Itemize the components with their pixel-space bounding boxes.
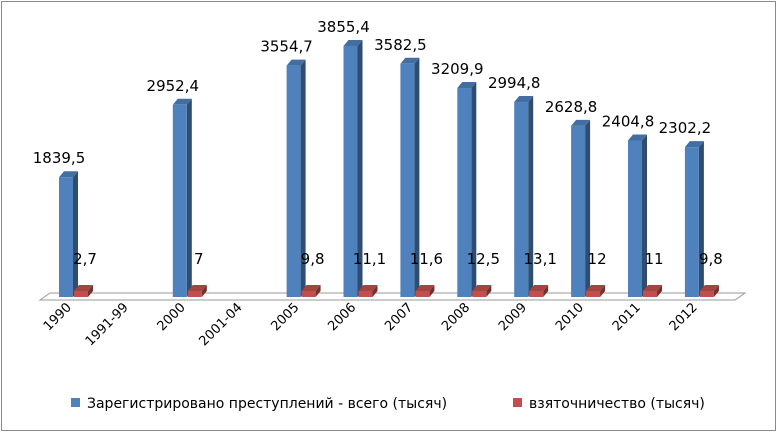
bar-bribery-2007 [415,285,435,297]
data-label-total-2008: 3209,9 [431,60,484,78]
data-label-bribery-2000: 7 [194,250,204,268]
data-label-bribery-1990: 2,7 [73,250,97,268]
bar-total-2005 [286,59,306,297]
data-label-bribery-2012: 9,8 [699,250,723,268]
bar-bribery-2009 [529,285,549,297]
data-label-bribery-2008: 12,5 [467,250,500,268]
tick-label-2000: 2000 [155,300,189,334]
data-label-bribery-2006: 11,1 [353,250,386,268]
data-label-total-2000: 2952,4 [147,77,200,95]
bar-bribery-2006 [358,285,378,297]
bar-bribery-1990 [74,285,93,297]
data-label-bribery-2010: 12 [588,250,607,268]
tick-label-2011: 2011 [610,300,644,334]
data-label-total-1990: 1839,5 [33,149,86,167]
tick-label-2012: 2012 [667,300,701,334]
legend-label-total-crimes: Зарегистрировано преступлений - всего (т… [87,396,447,412]
data-label-total-2005: 3554,7 [260,38,313,56]
tick-label-2009: 2009 [496,300,530,334]
tick-label-2008: 2008 [439,300,473,334]
bar-total-1990 [59,171,78,297]
tick-label-1991-99: 1991-99 [83,300,132,349]
data-label-bribery-2011: 11 [644,250,663,268]
tick-label-2007: 2007 [382,300,416,334]
data-label-total-2006: 3855,4 [317,18,370,36]
x-axis-tick-labels: 1990 1991-99 2000 2001-04 2005 2006 2007 2008 20… [41,300,701,349]
legend: Зарегистрировано преступлений - всего (т… [71,396,705,412]
data-labels: 1839,5 2,7 2952,4 7 3554,7 9,8 3855,4 11,1 3582,… [33,18,723,268]
bar-total-2006 [343,40,363,297]
bar-total-2000 [172,98,192,297]
tick-label-1990: 1990 [41,300,75,334]
legend-swatch-total-crimes [71,398,80,407]
legend-label-bribery: взяточничество (тысяч) [529,396,705,412]
data-label-bribery-2005: 9,8 [301,250,325,268]
bar-bribery-2008 [472,285,492,297]
data-label-total-2007: 3582,5 [374,36,427,54]
bar-total-2010 [571,119,591,298]
bar-bribery-2000 [187,285,207,297]
bar-bribery-2010 [586,285,606,297]
tick-label-2010: 2010 [553,300,587,334]
data-label-total-2012: 2302,2 [659,119,712,137]
bar-bribery-2012 [699,285,719,297]
tick-label-2005: 2005 [268,300,302,334]
data-label-total-2009: 2994,8 [488,74,541,92]
tick-label-2001-04: 2001-04 [197,300,246,349]
bar-total-2009 [514,96,534,298]
data-label-bribery-2009: 13,1 [523,250,556,268]
bar-total-2011 [628,134,647,297]
chart-floor [38,292,747,301]
data-label-total-2011: 2404,8 [602,112,655,130]
bar-bribery-2011 [643,285,662,297]
bar-bribery-2005 [301,285,321,297]
legend-swatch-bribery [513,398,522,407]
bar-total-2008 [457,82,477,297]
bars [59,40,719,298]
bar-total-2007 [400,57,420,297]
bar-total-2012 [684,141,704,297]
tick-label-2006: 2006 [325,300,359,334]
data-label-bribery-2007: 11,6 [410,250,443,268]
data-label-total-2010: 2628,8 [545,98,598,116]
